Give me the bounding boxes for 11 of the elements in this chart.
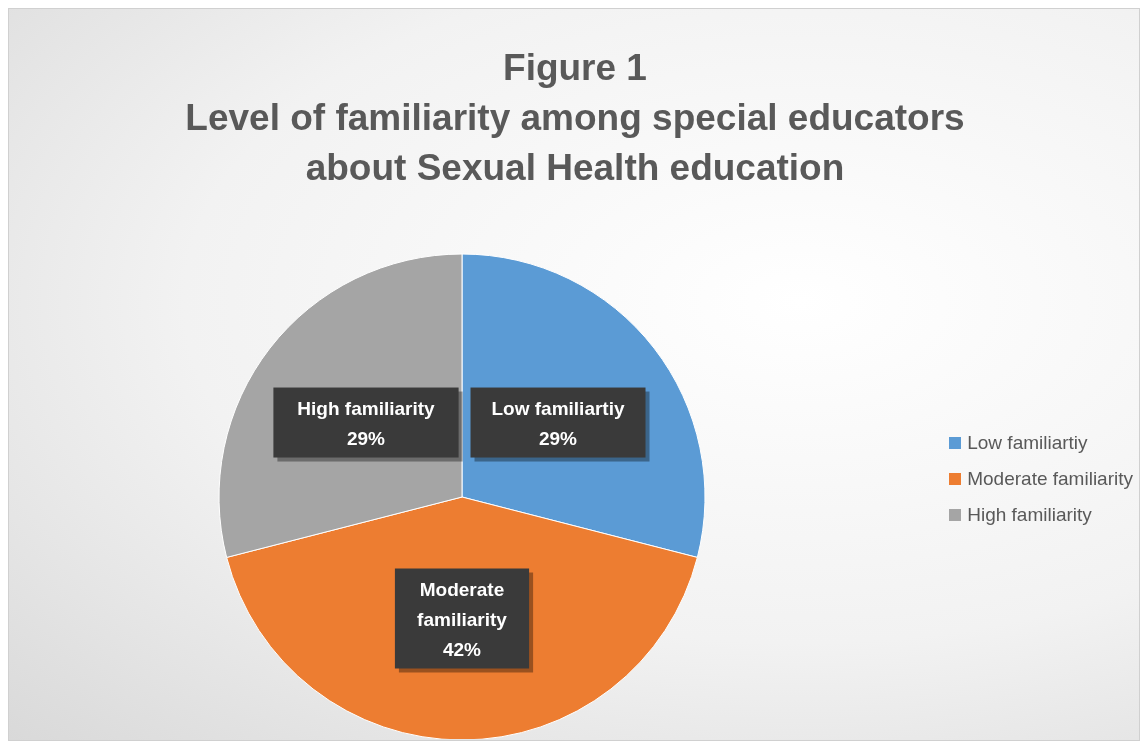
legend-label: Low familiartiy xyxy=(967,431,1088,455)
data-label: 29% xyxy=(538,427,578,449)
data-label: 42% xyxy=(442,638,482,660)
category-label: Moderate familiarity xyxy=(967,468,1133,489)
chart-title: Figure 1 xyxy=(502,46,648,90)
slice-label: Moderate familiarity xyxy=(417,578,508,630)
chart-subtitle: Level of familiarity among special educators about Sexual Health education xyxy=(184,96,966,190)
slice-label: High familiarity xyxy=(297,397,436,419)
legend-label: High familiarity xyxy=(967,503,1092,527)
data-label: 29% xyxy=(346,427,386,449)
slice-label: Low familiartiy xyxy=(491,397,625,419)
